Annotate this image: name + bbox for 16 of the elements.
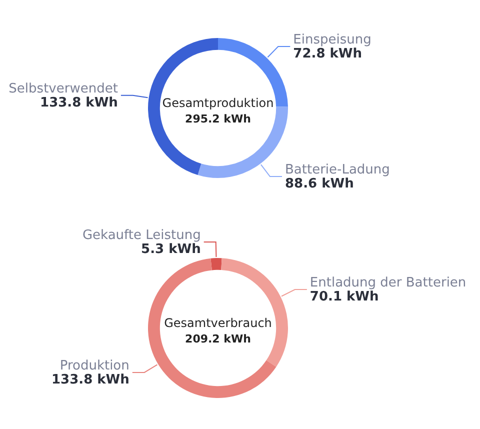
data-label: 5.3 kWh	[141, 242, 201, 257]
slice-label: Batterie-Ladung	[284, 162, 390, 178]
data-label: 133.8 kWh	[40, 95, 118, 110]
slice-label: Entladung der Batterien	[310, 275, 466, 290]
data-label: 70.1 kWh	[310, 289, 379, 304]
text: Gesamtverbrauch	[164, 316, 272, 330]
slice-label: Einspeisung	[293, 32, 372, 48]
text: 209.2 kWh	[185, 332, 251, 346]
data-label: 72.8 kWh	[293, 46, 362, 62]
slice-label: Selbstverwendet	[8, 81, 118, 96]
data-label: 133.8 kWh	[51, 372, 130, 388]
slice-label: Gekaufte Leistung	[82, 228, 201, 243]
text: 295.2 kWh	[185, 112, 251, 126]
text: Gesamtproduktion	[162, 96, 274, 110]
data-label: 88.6 kWh	[284, 176, 354, 192]
slice-label: Produktion	[60, 358, 130, 374]
